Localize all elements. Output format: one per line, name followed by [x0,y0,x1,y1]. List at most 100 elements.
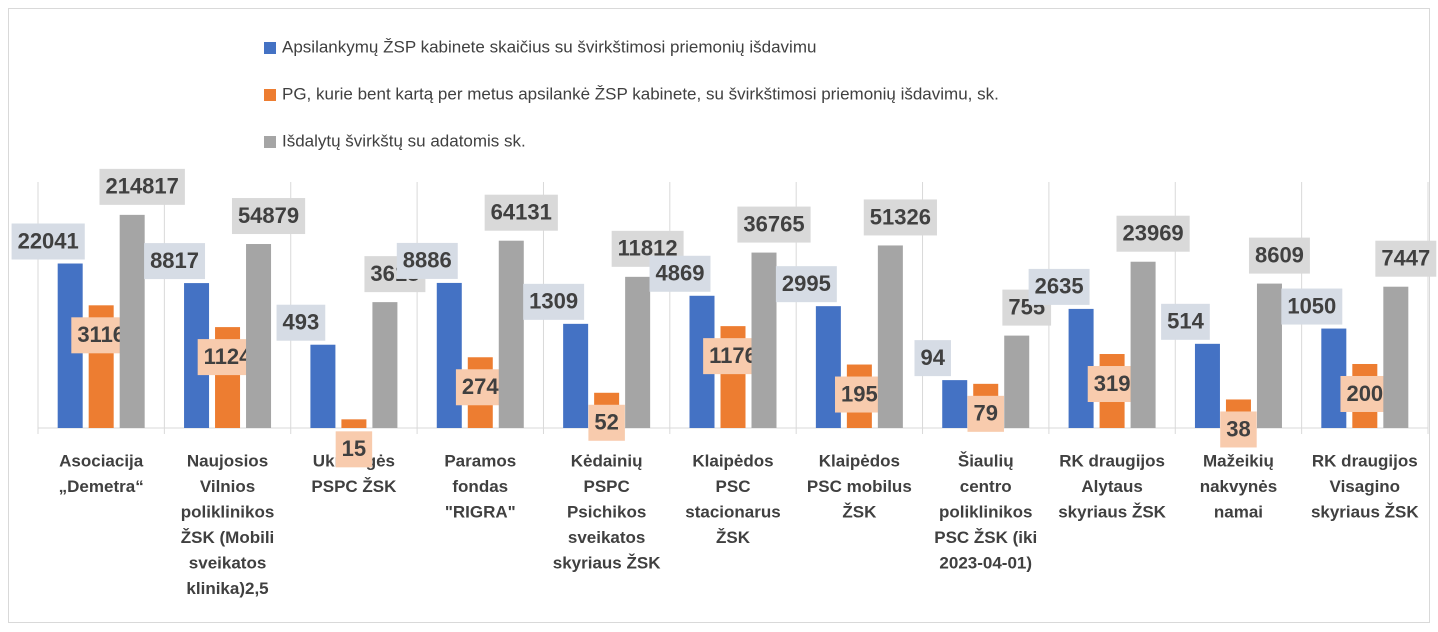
bar [372,302,398,428]
data-label: 52 [594,410,618,435]
data-label: 54879 [238,203,299,228]
data-label: 79 [973,401,997,426]
legend-label: Apsilankymų ŽSP kabinete skaičius su švi… [282,37,816,56]
x-tick-label: PSC [716,477,751,496]
data-label: 8609 [1255,242,1304,267]
x-tick-label: skyriaus ŽSK [1058,502,1166,521]
data-label-bg [835,376,884,413]
x-tick-label: Asociacija [59,451,144,470]
bar [1130,261,1156,428]
data-label: 195 [841,381,878,406]
data-label: 38 [1226,416,1250,441]
x-tick-label: Mažeikių [1203,451,1274,470]
data-label-bg [1340,375,1390,412]
data-label-bg [523,283,585,320]
bar [625,276,651,428]
x-tick-label: Šiaulių [958,451,1014,470]
data-label-bg [775,266,837,303]
x-tick-label: sveikatos [189,553,267,572]
x-tick-label: ŽSK [716,528,751,547]
data-label: 36765 [743,211,804,236]
x-tick-label: skyriaus ŽSK [553,553,661,572]
x-tick-label: stacionarus [685,502,780,521]
data-label-bg [11,223,85,260]
x-tick-label: centro [960,477,1012,496]
bar [310,344,336,428]
bar [498,240,524,428]
data-label-bg [455,369,505,406]
data-label-bg [1028,268,1090,305]
data-label-bg [1248,237,1310,274]
data-label: 493 [283,310,320,335]
legend-swatch [264,89,276,101]
data-label: 214817 [105,174,178,199]
data-label: 2995 [782,271,831,296]
data-label: 94 [920,345,945,370]
x-tick-label: nakvynės [1200,477,1278,496]
bar [246,244,272,428]
data-label: 1176 [709,343,757,368]
legend-swatch [264,42,276,54]
x-tick-label: RK draugijos [1312,451,1418,470]
data-label: 8817 [150,248,199,273]
data-label: 8886 [403,248,452,273]
data-label-bg [335,431,373,468]
x-tick-label: Paramos [444,451,516,470]
bar [1004,335,1030,428]
x-tick-label: PSC ŽSK (iki [934,528,1037,547]
x-tick-label: namai [1214,502,1263,521]
data-label: 274 [462,374,499,399]
bar [751,252,777,428]
data-label-bg [396,242,458,279]
x-tick-label: PSC mobilus [807,477,912,496]
data-label-bg [99,168,185,205]
data-label: 51326 [870,204,931,229]
x-tick-label: Klaipėdos [692,451,773,470]
x-tick-label: RK draugijos [1059,451,1165,470]
data-label-bg [967,395,1004,432]
x-tick-label: Klaipėdos [819,451,900,470]
data-label-bg [484,194,558,231]
data-label-bg [1375,240,1437,277]
data-label: 1309 [529,289,578,314]
data-label-bg [1161,303,1210,340]
data-label: 64131 [491,200,552,225]
data-label-bg [1220,411,1257,448]
data-label: 15 [342,436,366,461]
data-label: 1050 [1287,293,1336,318]
x-tick-label: ŽSK (Mobili [181,528,274,547]
data-label-bg [1281,288,1343,325]
x-tick-label: "RIGRA" [445,502,516,521]
x-tick-label: poliklinikos [939,502,1033,521]
data-label: 200 [1346,381,1383,406]
data-label-bg [737,206,811,243]
data-label: 3116 [77,322,125,347]
data-label: 4869 [656,261,705,286]
legend-swatch [264,136,276,148]
data-label: 23969 [1122,221,1183,246]
data-label: 7447 [1381,246,1430,271]
x-tick-label: ŽSK [842,502,877,521]
x-tick-label: poliklinikos [181,502,275,521]
bar [877,245,903,428]
data-label-bg [276,304,326,341]
x-tick-label: Alytaus [1081,477,1142,496]
data-label-bg [914,340,951,377]
bar [436,282,462,428]
data-label: 2635 [1035,274,1084,299]
bar [341,419,367,428]
x-tick-label: Visagino [1330,477,1401,496]
x-tick-label: Naujosios [187,451,268,470]
data-label-bg [1087,366,1137,403]
x-tick-label: PSPC ŽSK [311,477,397,496]
x-tick-label: Psichikos [567,502,646,521]
bar [942,380,968,428]
bar [1383,286,1409,428]
data-label-bg [863,199,937,236]
bar [119,214,145,428]
data-label: 22041 [18,228,79,253]
data-label: 1124 [204,344,252,369]
data-label-bg [144,243,206,280]
data-label-bg [588,404,625,441]
